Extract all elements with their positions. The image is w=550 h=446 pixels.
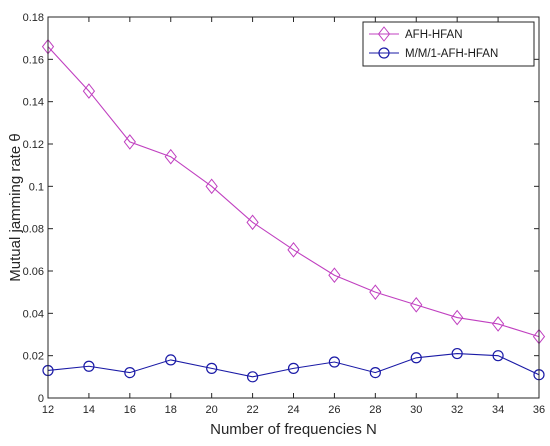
- diamond-marker: [205, 178, 218, 195]
- circle-marker: [369, 367, 381, 379]
- diamond-marker: [82, 83, 96, 99]
- y-tick-label: 0.02: [23, 351, 44, 363]
- x-tick-label: 18: [165, 404, 177, 416]
- circle-marker: [451, 347, 463, 360]
- circle-marker: [206, 362, 218, 374]
- x-tick-label: 22: [246, 404, 258, 416]
- x-tick-label: 32: [451, 404, 463, 416]
- legend-label: AFH-HFAN: [405, 29, 463, 41]
- x-tick-label: 26: [328, 404, 340, 416]
- x-tick-label: 24: [287, 404, 299, 416]
- diamond-marker: [491, 316, 505, 332]
- circle-marker: [287, 362, 300, 374]
- axis-ticks: 12 14 16 18 20 22 24 26 28 30 32 34 36 0 0.02 0.04 0.06 0…: [23, 12, 546, 416]
- x-tick-label: 28: [369, 404, 381, 416]
- diamond-marker: [164, 148, 177, 165]
- x-tick-label: 34: [492, 404, 504, 416]
- circle-marker: [246, 371, 259, 383]
- legend-item: AFH-HFAN: [369, 26, 463, 42]
- x-tick-label: 12: [42, 404, 54, 416]
- diamond-marker: [246, 214, 259, 231]
- y-tick-label: 0.16: [23, 54, 44, 66]
- legend-box: [362, 21, 535, 67]
- x-tick-label: 30: [410, 404, 422, 416]
- legend-label: M/M/1-AFH-HFAN: [405, 48, 498, 60]
- diamond-marker: [287, 242, 300, 258]
- series-line: [47, 46, 540, 338]
- diamond-marker: [410, 297, 423, 313]
- legend-item: M/M/1-AFH-HFAN: [369, 47, 498, 60]
- diamond-marker: [123, 134, 136, 150]
- circle-marker: [83, 360, 95, 372]
- circle-marker: [492, 350, 504, 362]
- circle-marker: [410, 352, 422, 364]
- x-tick-label: 16: [124, 404, 136, 416]
- y-tick-label: 0.1: [29, 181, 44, 193]
- circle-marker: [378, 47, 390, 59]
- y-tick-label: 0.06: [23, 266, 44, 278]
- circle-marker: [328, 356, 341, 368]
- x-tick-label: 20: [206, 404, 218, 416]
- series-line: [47, 352, 540, 378]
- x-tick-label: 36: [533, 404, 545, 416]
- diamond-marker: [369, 284, 382, 300]
- y-tick-label: 0.14: [23, 97, 44, 109]
- x-axis-label: Number of frequencies N: [210, 421, 377, 438]
- diamond-marker: [451, 309, 464, 326]
- y-tick-label: 0.18: [23, 12, 44, 24]
- legend: AFH-HFAN M/M/1-AFH-HFAN: [362, 21, 535, 67]
- y-tick-label: 0.04: [23, 308, 44, 320]
- series-2: [42, 347, 545, 383]
- circle-marker: [124, 367, 136, 379]
- y-tick-label: 0.12: [23, 139, 44, 151]
- x-tick-label: 14: [83, 404, 95, 416]
- circle-marker: [165, 354, 177, 366]
- y-axis-label: Mutual jamming rate θ: [7, 133, 24, 281]
- diamond-marker: [328, 267, 341, 284]
- y-tick-label: 0: [38, 393, 44, 405]
- y-tick-label: 0.08: [23, 224, 44, 236]
- diamond-marker: [377, 26, 391, 42]
